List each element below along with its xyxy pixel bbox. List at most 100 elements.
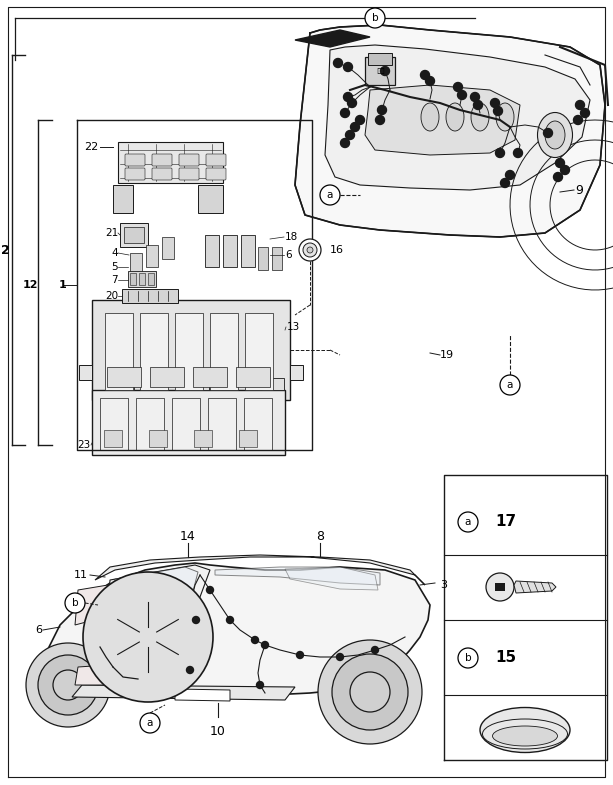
Text: 21: 21 <box>105 228 118 238</box>
Circle shape <box>560 166 569 174</box>
Circle shape <box>458 648 478 668</box>
Polygon shape <box>146 245 158 267</box>
Polygon shape <box>40 563 430 697</box>
Circle shape <box>297 652 303 659</box>
Circle shape <box>346 130 354 140</box>
Circle shape <box>186 666 194 674</box>
FancyBboxPatch shape <box>206 168 226 180</box>
Text: 2: 2 <box>1 243 9 257</box>
Text: 8: 8 <box>316 531 324 543</box>
Circle shape <box>26 643 110 727</box>
Polygon shape <box>241 235 255 267</box>
Text: 20: 20 <box>105 291 118 301</box>
Polygon shape <box>258 247 268 270</box>
Circle shape <box>53 670 83 700</box>
Text: 22: 22 <box>84 142 98 152</box>
Circle shape <box>332 654 408 730</box>
Circle shape <box>576 100 585 109</box>
Circle shape <box>376 115 384 125</box>
Circle shape <box>486 573 514 601</box>
Circle shape <box>514 148 522 158</box>
Polygon shape <box>290 365 303 380</box>
Circle shape <box>337 653 343 660</box>
Polygon shape <box>136 398 164 450</box>
Text: 12: 12 <box>22 280 38 290</box>
Polygon shape <box>105 313 133 390</box>
Circle shape <box>226 616 234 623</box>
Text: 18: 18 <box>285 232 299 242</box>
Ellipse shape <box>480 707 570 753</box>
Circle shape <box>110 599 186 675</box>
Circle shape <box>457 90 466 100</box>
Polygon shape <box>325 45 590 190</box>
Circle shape <box>554 173 563 181</box>
Circle shape <box>333 59 343 68</box>
Polygon shape <box>295 30 370 47</box>
Text: a: a <box>507 380 513 390</box>
Polygon shape <box>79 365 92 380</box>
Polygon shape <box>118 142 223 183</box>
Circle shape <box>299 239 321 261</box>
Polygon shape <box>208 398 236 450</box>
Text: 10: 10 <box>210 725 226 738</box>
Polygon shape <box>193 367 227 387</box>
Circle shape <box>555 159 565 167</box>
Polygon shape <box>162 237 174 259</box>
Polygon shape <box>112 378 134 390</box>
Circle shape <box>96 585 200 689</box>
Polygon shape <box>285 567 378 590</box>
Text: 14: 14 <box>180 531 196 543</box>
Polygon shape <box>175 313 203 390</box>
Circle shape <box>207 586 213 593</box>
Polygon shape <box>175 689 230 701</box>
Circle shape <box>574 115 582 125</box>
Text: 23: 23 <box>78 440 91 450</box>
Polygon shape <box>128 271 156 287</box>
Polygon shape <box>514 581 556 593</box>
FancyBboxPatch shape <box>125 154 145 166</box>
Polygon shape <box>365 85 520 155</box>
Circle shape <box>500 178 509 188</box>
Polygon shape <box>107 367 141 387</box>
Ellipse shape <box>496 103 514 131</box>
FancyBboxPatch shape <box>152 154 172 166</box>
Circle shape <box>350 672 390 712</box>
Polygon shape <box>148 273 154 285</box>
Polygon shape <box>198 185 223 213</box>
Text: a: a <box>327 190 333 200</box>
Polygon shape <box>245 313 273 390</box>
Circle shape <box>138 627 158 647</box>
Circle shape <box>318 640 422 744</box>
Text: 15: 15 <box>495 651 516 666</box>
Ellipse shape <box>421 103 439 131</box>
Polygon shape <box>262 378 284 390</box>
Circle shape <box>421 71 430 79</box>
Ellipse shape <box>538 112 573 158</box>
Circle shape <box>348 98 357 108</box>
Text: b: b <box>72 598 78 608</box>
Polygon shape <box>75 665 108 685</box>
Ellipse shape <box>545 121 565 149</box>
Circle shape <box>340 108 349 118</box>
Text: 4: 4 <box>112 248 118 258</box>
Circle shape <box>83 572 213 702</box>
Polygon shape <box>215 567 380 585</box>
Circle shape <box>351 122 359 132</box>
Polygon shape <box>139 273 145 285</box>
Text: 19: 19 <box>440 350 454 360</box>
Ellipse shape <box>446 103 464 131</box>
Polygon shape <box>95 555 425 585</box>
Circle shape <box>495 148 504 158</box>
Circle shape <box>493 107 503 115</box>
Circle shape <box>140 713 160 733</box>
Circle shape <box>544 129 552 137</box>
Text: 7: 7 <box>112 275 118 285</box>
Circle shape <box>340 138 349 148</box>
FancyBboxPatch shape <box>179 168 199 180</box>
Circle shape <box>126 615 170 659</box>
Circle shape <box>371 647 378 653</box>
Ellipse shape <box>471 103 489 131</box>
Text: 17: 17 <box>495 514 516 530</box>
Polygon shape <box>365 57 395 85</box>
Polygon shape <box>150 367 184 387</box>
